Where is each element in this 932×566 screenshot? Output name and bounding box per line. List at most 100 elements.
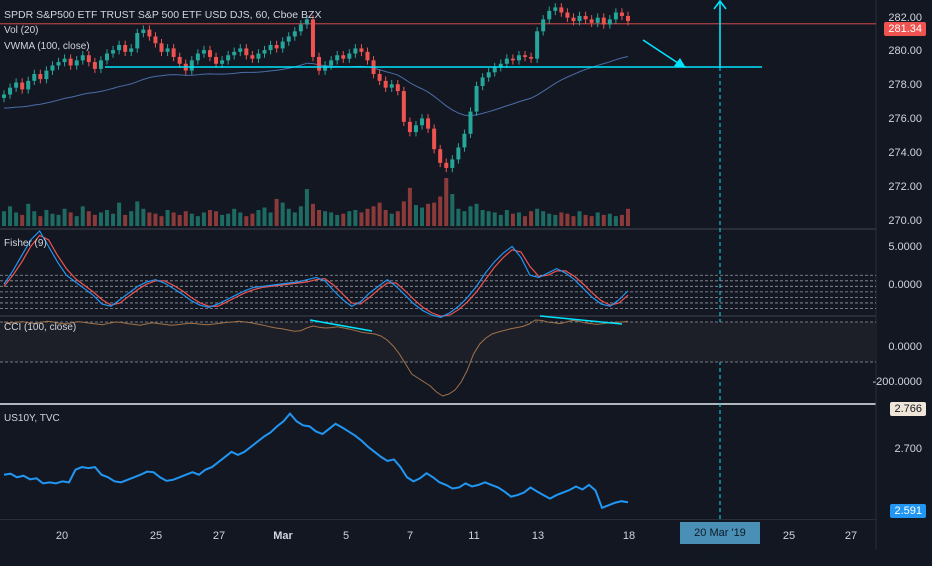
candle-body xyxy=(583,15,588,20)
candle-body xyxy=(189,60,194,71)
volume-bar xyxy=(26,203,31,226)
candle-body xyxy=(56,62,61,66)
chart-canvas xyxy=(0,0,877,550)
candle-body xyxy=(383,80,388,88)
volume-bar xyxy=(462,211,467,226)
candle-body xyxy=(498,63,503,68)
candle-body xyxy=(310,19,315,57)
volume-bar xyxy=(117,202,122,226)
cci-tick: 0.0000 xyxy=(888,341,922,353)
volume-bar xyxy=(111,213,116,226)
candle-body xyxy=(365,51,370,61)
candle-body xyxy=(304,19,309,25)
candle-body xyxy=(426,118,431,129)
x-tick: 5 xyxy=(342,530,350,542)
volume-bar xyxy=(183,211,188,226)
volume-bar xyxy=(292,212,297,226)
volume-bar xyxy=(565,213,570,226)
pane-divider xyxy=(0,315,876,317)
x-tick: 27 xyxy=(844,530,858,542)
candle-body xyxy=(468,111,473,134)
candle-body xyxy=(456,147,461,160)
fisher-line xyxy=(3,230,629,318)
candle-body xyxy=(117,44,122,51)
volume-bar xyxy=(256,210,261,226)
candle-body xyxy=(619,12,624,16)
candle-body xyxy=(177,56,182,64)
candle-body xyxy=(14,82,19,88)
us10y-label: US10Y, TVC xyxy=(4,413,60,424)
volume-bar xyxy=(317,210,322,226)
volume-bar xyxy=(432,202,437,226)
volume-bar xyxy=(298,206,303,226)
candle-body xyxy=(250,55,255,59)
volume-bar xyxy=(529,211,534,226)
candle-body xyxy=(214,56,219,64)
candle-body xyxy=(407,121,412,133)
fisher-tick: 5.0000 xyxy=(888,241,922,253)
volume-bar xyxy=(274,198,279,226)
candle-body xyxy=(68,58,73,66)
volume-bar xyxy=(2,211,6,226)
candle-body xyxy=(486,72,491,78)
volume-bar xyxy=(141,208,146,226)
candle-body xyxy=(474,85,479,112)
candle-body xyxy=(238,48,243,52)
volume-bar xyxy=(438,196,443,226)
price-tick: 282.00 xyxy=(888,12,922,24)
us10y-line xyxy=(3,412,629,510)
candle-body xyxy=(395,84,400,92)
volume-bar xyxy=(347,211,352,226)
cci-label: CCI (100, close) xyxy=(4,322,77,333)
x-tick: 18 xyxy=(622,530,636,542)
volume-bar xyxy=(535,208,540,226)
volume-bar xyxy=(577,211,582,226)
x-tick: 27 xyxy=(212,530,226,542)
candle-body xyxy=(323,65,328,71)
candle-body xyxy=(104,53,109,61)
cci-divergence-line xyxy=(539,315,623,325)
volume-bar xyxy=(407,187,412,226)
volume-bar xyxy=(601,214,606,226)
candle-body xyxy=(86,55,91,63)
x-tick: Mar xyxy=(273,530,293,542)
volume-bar xyxy=(80,206,85,226)
volume-bar xyxy=(262,207,267,226)
price-tick: 272.00 xyxy=(888,181,922,193)
candle-body xyxy=(553,7,558,11)
volume-bar xyxy=(571,216,576,226)
candle-body xyxy=(274,44,279,49)
candle-body xyxy=(607,19,612,25)
volume-bar xyxy=(129,211,134,226)
price-tick: 280.00 xyxy=(888,45,922,57)
candle-body xyxy=(129,48,134,52)
candle-body xyxy=(516,55,521,61)
candle-body xyxy=(207,50,212,57)
cci-band xyxy=(0,322,876,362)
volume-bar xyxy=(268,212,273,226)
candle-body xyxy=(111,50,116,54)
volume-bar xyxy=(68,212,73,226)
candle-body xyxy=(201,50,206,54)
x-tick: 11 xyxy=(468,530,480,542)
candle-body xyxy=(292,31,297,37)
volume-bar xyxy=(583,214,588,226)
volume-bar xyxy=(498,214,503,226)
candle-body xyxy=(98,60,103,69)
candle-body xyxy=(232,51,237,56)
candle-body xyxy=(377,74,382,81)
candle-body xyxy=(420,118,425,126)
us10y-tick: 2.700 xyxy=(894,443,922,455)
volume-bar xyxy=(420,207,425,226)
candle-body xyxy=(317,56,322,71)
volume-bar xyxy=(123,214,128,226)
candle-body xyxy=(147,29,152,37)
candle-body xyxy=(74,60,79,66)
volume-bar xyxy=(38,216,43,226)
volume-bar xyxy=(310,203,315,226)
volume-bar xyxy=(92,214,97,226)
candle-body xyxy=(335,55,340,61)
candle-body xyxy=(329,60,334,66)
cci-tick: -200.0000 xyxy=(872,376,922,388)
volume-bar xyxy=(377,202,382,226)
